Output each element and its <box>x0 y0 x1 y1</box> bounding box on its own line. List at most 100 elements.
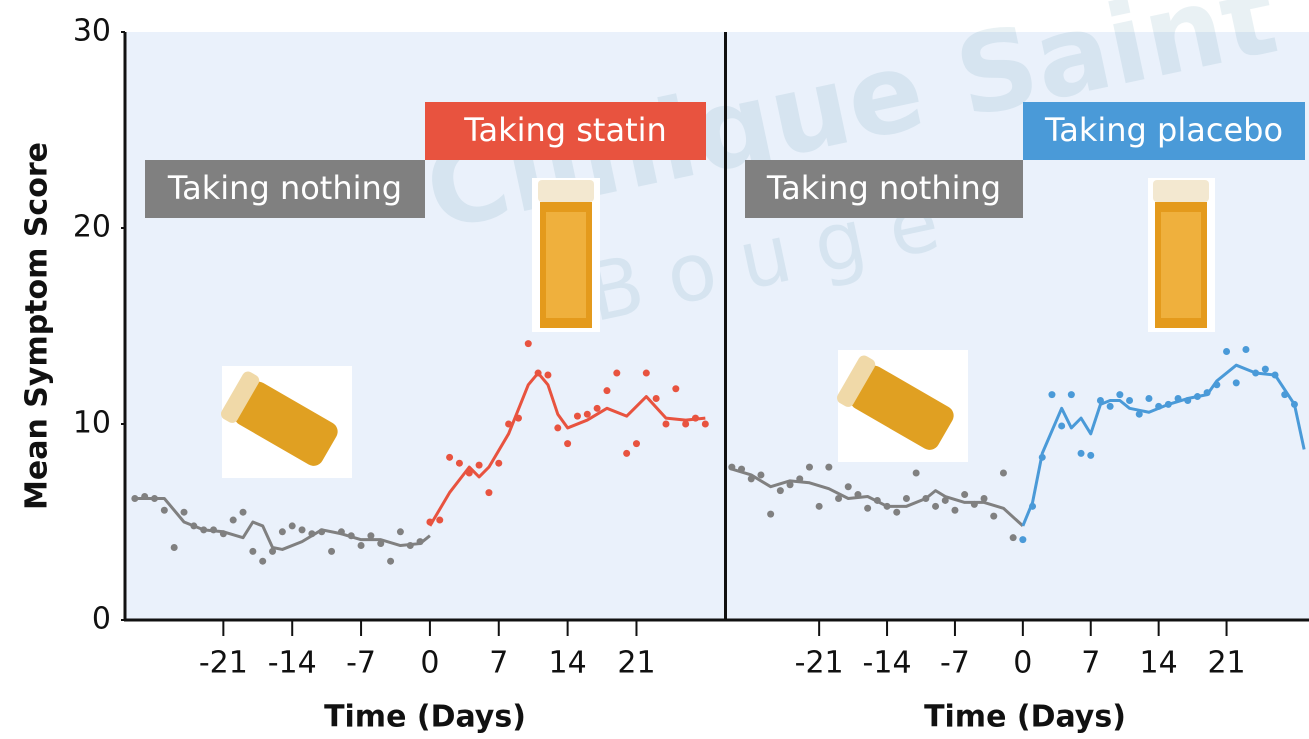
series-label: Taking nothing <box>167 169 402 207</box>
dot <box>902 494 910 502</box>
x-tick-label: -14 <box>268 646 317 681</box>
dot <box>1174 395 1182 403</box>
dot <box>883 502 891 510</box>
dot <box>416 538 424 546</box>
x-axis-label: Time (Days) <box>324 700 526 735</box>
dot <box>662 420 670 428</box>
dot <box>554 424 562 432</box>
x-tick-label: 14 <box>1140 646 1178 681</box>
dot <box>738 465 746 473</box>
x-tick-label: 21 <box>1207 646 1245 681</box>
dot <box>1242 346 1250 354</box>
dot <box>288 522 296 530</box>
dot <box>1261 365 1269 373</box>
dot <box>151 494 159 502</box>
dot <box>1106 402 1114 410</box>
dot <box>505 420 513 428</box>
dot <box>1281 391 1289 399</box>
dot <box>544 371 552 379</box>
dot <box>357 542 365 550</box>
dot <box>642 369 650 377</box>
line <box>1021 363 1306 527</box>
pill-bottle <box>1148 178 1215 332</box>
dot <box>825 463 833 471</box>
dot <box>1213 381 1221 389</box>
dot <box>701 420 709 428</box>
dot <box>180 508 188 516</box>
dot <box>776 487 784 495</box>
dot <box>377 540 385 548</box>
dot <box>524 340 532 348</box>
dot <box>318 528 326 536</box>
dot <box>1058 422 1066 430</box>
dot <box>485 489 493 497</box>
dot <box>1087 451 1095 459</box>
dot <box>980 494 988 502</box>
dot <box>922 494 930 502</box>
dot <box>1290 400 1298 408</box>
y-axis-label: Mean Symptom Score <box>20 142 55 510</box>
dot <box>1077 449 1085 457</box>
dot <box>1184 396 1192 404</box>
dot <box>1145 395 1153 403</box>
line <box>134 496 431 551</box>
x-tick-label: 0 <box>1013 646 1032 681</box>
label-box <box>745 160 1023 218</box>
dot <box>564 440 572 448</box>
dot <box>190 522 198 530</box>
x-tick-label: 7 <box>489 646 508 681</box>
x-tick-label: 14 <box>549 646 587 681</box>
dot <box>141 493 149 501</box>
dot <box>200 526 208 534</box>
dot <box>672 385 680 393</box>
dot <box>160 506 168 514</box>
dot <box>298 526 306 534</box>
dot <box>1203 389 1211 397</box>
x-tick-label: 21 <box>617 646 655 681</box>
label-box <box>425 102 706 160</box>
dot <box>1232 379 1240 387</box>
y-tick-label: 30 <box>73 14 111 49</box>
dot <box>514 414 522 422</box>
dot <box>406 542 414 550</box>
dot <box>1009 534 1017 542</box>
dot <box>757 471 765 479</box>
dot <box>1019 536 1027 544</box>
y-tick-label: 10 <box>73 406 111 441</box>
x-tick-label: 0 <box>420 646 439 681</box>
dot <box>1223 347 1231 355</box>
x-tick-label: -7 <box>346 646 376 681</box>
dot <box>728 463 736 471</box>
dot <box>436 516 444 524</box>
dot <box>873 496 881 504</box>
dot <box>1067 391 1075 399</box>
x-tick-label: -14 <box>863 646 912 681</box>
dot <box>426 518 434 526</box>
line <box>428 371 706 527</box>
series-label: Taking placebo <box>1044 111 1283 149</box>
dot <box>583 410 591 418</box>
dot <box>613 369 621 377</box>
x-tick-label: -21 <box>199 646 248 681</box>
label-box <box>145 160 425 218</box>
dot <box>278 528 286 536</box>
dot <box>1096 396 1104 404</box>
dot <box>864 504 872 512</box>
dot <box>1048 391 1056 399</box>
dot <box>844 483 852 491</box>
dot <box>990 512 998 520</box>
dot <box>210 526 218 534</box>
dot <box>219 530 227 538</box>
dot <box>347 532 355 540</box>
dot <box>465 469 473 477</box>
dot <box>1252 369 1260 377</box>
dot <box>269 547 277 555</box>
dot <box>367 532 375 540</box>
dot <box>328 547 336 555</box>
dot <box>932 502 940 510</box>
dot <box>534 369 542 377</box>
dot <box>229 516 237 524</box>
dot <box>573 412 581 420</box>
dot <box>475 461 483 469</box>
